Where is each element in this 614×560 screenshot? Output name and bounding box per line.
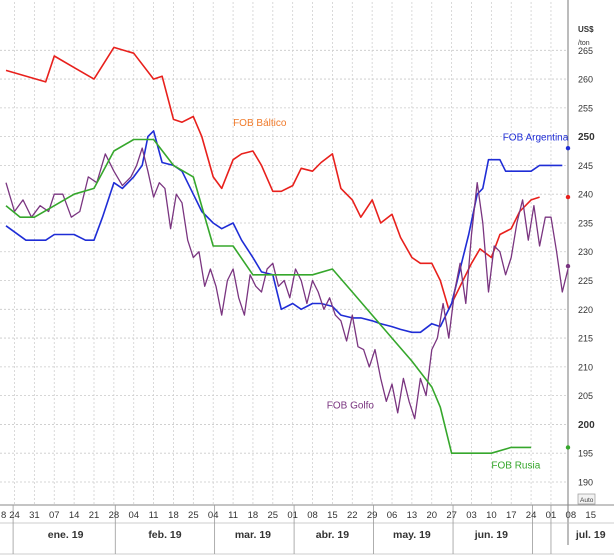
x-tick-label: 11 — [149, 510, 159, 521]
x-tick-label: 14 — [69, 510, 80, 521]
month-label: feb. 19 — [148, 529, 181, 541]
x-tick-label: 24 — [9, 510, 20, 521]
x-tick-label: 11 — [228, 510, 238, 521]
series-label: FOB Rusia — [491, 461, 540, 472]
x-tick-label: 25 — [188, 510, 199, 521]
x-tick-label: 04 — [128, 510, 139, 521]
series-line — [5, 147, 569, 420]
x-axis-ticks: 24 31 07 14 21 28 04 11 18 25 04 11 18 25 01 08 15 22 29 06… — [1, 510, 606, 541]
y-tick-label: 215 — [578, 334, 593, 344]
series-label: FOB Golfo — [327, 400, 375, 411]
y-axis-ticks: 190 195 200 205 210 215 220 225 230 235 240 245 250 2… — [578, 46, 595, 488]
month-label: jun. 19 — [474, 529, 508, 541]
end-marker — [565, 145, 571, 151]
x-tick-label: 25 — [268, 510, 279, 521]
y-tick-label: 265 — [578, 46, 593, 56]
y-tick-label: 200 — [578, 420, 595, 431]
x-tick-label: 27 — [446, 510, 457, 521]
x-tick-label: 13 — [407, 510, 418, 521]
y-tick-label: 225 — [578, 276, 593, 286]
y-tick-label: 230 — [578, 247, 593, 257]
series-line — [5, 130, 563, 334]
y-tick-label: 210 — [578, 362, 593, 372]
x-edge-label: 8 — [1, 510, 6, 521]
series-layer — [5, 46, 571, 455]
month-label: ene. 19 — [48, 529, 84, 541]
end-marker — [565, 263, 571, 269]
series-label: FOB Báltico — [233, 118, 287, 129]
x-tick-label: 29 — [367, 510, 378, 521]
auto-box — [577, 493, 596, 505]
month-label: abr. 19 — [316, 529, 349, 541]
x-tick-label: 07 — [49, 510, 60, 521]
x-tick-label: 17 — [506, 510, 517, 521]
auto-label: Auto — [580, 497, 594, 504]
x-tick-label: 15 — [327, 510, 338, 521]
unit-label: US$ — [578, 25, 594, 34]
x-tick-label: 28 — [109, 510, 120, 521]
series-labels: FOB Báltico FOB Argentina FOB Golfo FOB Rus… — [233, 118, 569, 471]
x-tick-label: 03 — [466, 510, 477, 521]
y-tick-label: 250 — [578, 132, 595, 143]
y-tick-label: 235 — [578, 218, 593, 228]
x-tick-label: 22 — [347, 510, 358, 521]
y-tick-label: 245 — [578, 161, 593, 171]
unit-label-sub: /ton — [578, 40, 590, 47]
x-tick-label: 01 — [287, 510, 298, 521]
end-marker — [565, 194, 571, 200]
y-tick-label: 195 — [578, 449, 593, 459]
x-tick-label: 08 — [307, 510, 318, 521]
series-line — [5, 138, 532, 455]
x-tick-label: 15 — [585, 510, 596, 521]
series-line — [5, 46, 540, 311]
x-tick-label: 04 — [208, 510, 219, 521]
y-tick-label: 190 — [578, 477, 593, 487]
y-tick-label: 260 — [578, 75, 593, 85]
month-label: jul. 19 — [575, 529, 606, 541]
month-label: may. 19 — [393, 529, 431, 541]
x-tick-label: 20 — [426, 510, 437, 521]
y-tick-label: 205 — [578, 391, 593, 401]
x-tick-label: 06 — [387, 510, 398, 521]
x-tick-label: 21 — [89, 510, 100, 521]
series-label: FOB Argentina — [503, 133, 569, 144]
y-tick-label: 240 — [578, 190, 593, 200]
end-marker — [565, 445, 571, 450]
month-label: mar. 19 — [235, 529, 271, 541]
y-tick-label: 220 — [578, 305, 593, 315]
x-tick-label: 08 — [566, 510, 577, 521]
x-tick-label: 18 — [248, 510, 259, 521]
x-tick-label: 01 — [546, 510, 557, 521]
x-tick-label: 31 — [29, 510, 40, 521]
x-tick-label: 10 — [486, 510, 497, 521]
x-tick-label: 24 — [526, 510, 537, 521]
y-tick-label: 255 — [578, 103, 593, 113]
x-tick-label: 18 — [168, 510, 179, 521]
